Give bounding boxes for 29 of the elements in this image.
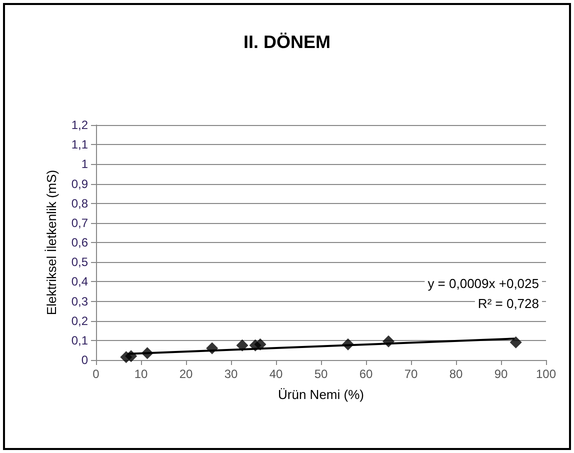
y-tick-label: 0,1 <box>71 333 88 348</box>
annotation: y = 0,0009x +0,025 <box>428 276 539 291</box>
annotation: R² = 0,728 <box>478 296 540 311</box>
y-tick-label: 0,8 <box>71 196 88 210</box>
y-tick-label: 0,5 <box>71 255 88 270</box>
y-tick-label: 0,3 <box>71 294 88 308</box>
x-tick-label: 100 <box>536 367 556 381</box>
x-tick-label: 10 <box>134 367 148 381</box>
chart-title: II. DÖNEM <box>243 32 331 52</box>
y-tick-label: 0,7 <box>71 216 88 230</box>
y-tick-label: 0,4 <box>71 274 88 289</box>
x-tick-label: 80 <box>449 367 463 381</box>
x-tick-label: 0 <box>92 367 100 381</box>
y-tick-label: 0,6 <box>71 236 88 250</box>
y-tick-label: 1,1 <box>71 138 88 152</box>
y-axis-title: Elektriksel İletkenlik (mS) <box>44 170 59 316</box>
y-tick-label: 0 <box>81 353 88 367</box>
y-tick-label: 1 <box>81 157 88 172</box>
x-tick-label: 90 <box>494 367 508 381</box>
x-tick-label: 70 <box>404 367 418 381</box>
x-tick-label: 30 <box>224 367 238 381</box>
y-tick-label: 1,2 <box>71 118 88 132</box>
x-tick-label: 40 <box>269 367 283 381</box>
y-tick-label: 0,2 <box>71 314 88 328</box>
x-axis-title: Ürün Nemi (%) <box>278 387 364 402</box>
x-tick-label: 50 <box>314 367 328 381</box>
y-tick-label: 0,9 <box>71 176 88 191</box>
x-tick-label: 20 <box>179 367 193 381</box>
x-tick-label: 60 <box>359 367 373 381</box>
